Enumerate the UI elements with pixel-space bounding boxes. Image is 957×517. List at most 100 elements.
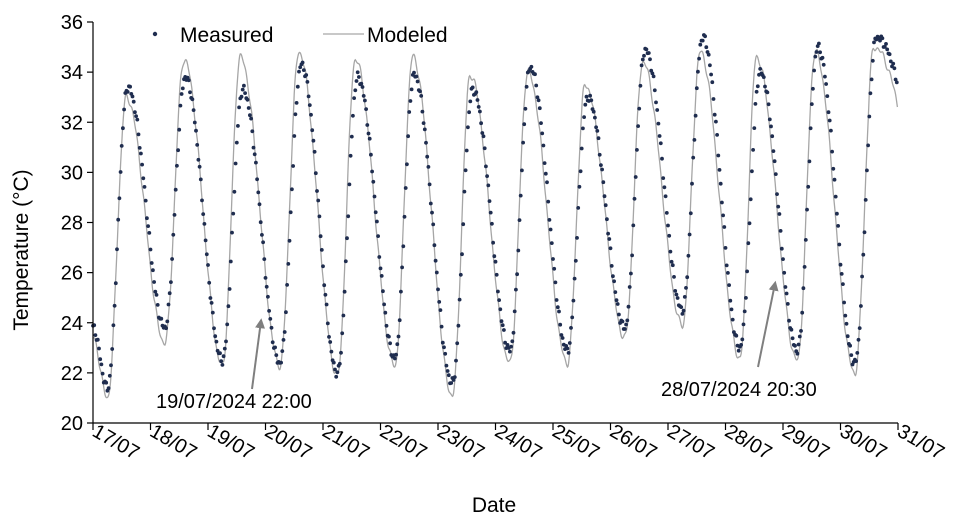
measured-point [431, 222, 436, 227]
measured-point [262, 257, 267, 261]
measured-point [578, 169, 583, 174]
measured-point [811, 86, 815, 91]
x-tick-label: 28/07 [721, 420, 775, 464]
measured-point [387, 334, 391, 339]
measured-point [316, 198, 321, 203]
measured-point [640, 57, 645, 62]
measured-point [809, 102, 814, 106]
measured-point [224, 339, 228, 344]
measured-point [407, 110, 412, 114]
measured-point [548, 227, 553, 232]
measured-point [312, 149, 317, 154]
measured-point [500, 323, 505, 328]
measured-point [397, 318, 402, 323]
measured-point [597, 152, 602, 157]
measured-point [169, 280, 173, 284]
measured-point [190, 97, 195, 102]
measured-point [214, 339, 219, 344]
measured-point [859, 304, 863, 308]
y-tick-label: 26 [61, 263, 83, 285]
measured-point [384, 323, 389, 328]
measured-point [589, 98, 594, 103]
measured-point [484, 164, 488, 169]
measured-point [667, 233, 672, 238]
measured-point [294, 101, 299, 105]
measured-point [206, 263, 210, 267]
measured-point [313, 171, 318, 176]
measured-point [693, 113, 698, 118]
measured-point [203, 238, 208, 243]
measured-point [576, 206, 581, 210]
measured-point [570, 315, 575, 320]
measured-point [375, 219, 379, 224]
measured-point [639, 63, 644, 68]
measured-point [534, 83, 539, 88]
measured-point [328, 340, 333, 344]
measured-point [637, 106, 642, 111]
measured-point [491, 240, 495, 245]
measured-point [625, 318, 630, 323]
measured-point [478, 109, 482, 114]
measured-point [449, 381, 454, 385]
measured-point [141, 176, 146, 181]
measured-point [769, 124, 773, 129]
measured-point [231, 211, 236, 216]
measured-point [669, 259, 674, 264]
measured-point [555, 305, 560, 310]
measured-point [729, 307, 734, 312]
measured-point [722, 225, 727, 229]
measured-point [226, 304, 231, 309]
measured-point [402, 214, 407, 219]
measured-point [833, 194, 838, 199]
measured-point [603, 203, 608, 208]
measured-point [219, 359, 224, 364]
measured-point [694, 86, 699, 91]
measured-point [884, 42, 888, 46]
measured-point [648, 57, 652, 62]
measured-point [400, 265, 404, 270]
measured-point [611, 274, 615, 279]
measured-point [831, 166, 836, 171]
measured-point [443, 351, 448, 356]
measured-point [787, 318, 791, 323]
measured-point [717, 168, 722, 172]
measured-point [781, 257, 785, 261]
measured-point [152, 280, 157, 284]
measured-point [131, 99, 136, 104]
measured-point [595, 129, 600, 133]
measured-point [865, 168, 869, 173]
measured-point [245, 97, 250, 102]
measured-point [104, 380, 109, 385]
measured-point [347, 182, 352, 187]
measured-point [856, 337, 861, 342]
measured-point [662, 185, 667, 190]
measured-point [660, 156, 664, 161]
measured-point [486, 183, 491, 188]
x-tick-label: 26/07 [606, 420, 660, 464]
x-axis-title: Date [472, 494, 516, 517]
measured-point [195, 143, 200, 147]
measured-point [329, 349, 334, 354]
measured-point [505, 343, 510, 347]
measured-point [210, 310, 215, 315]
measured-point [230, 230, 234, 235]
measured-point [317, 214, 322, 219]
measured-point [373, 210, 378, 215]
measured-point [888, 59, 893, 64]
measured-point [372, 194, 377, 199]
measured-point [546, 199, 551, 204]
measured-point [327, 335, 331, 339]
measured-point [612, 279, 616, 284]
measured-point [481, 134, 486, 139]
measured-point [325, 321, 330, 326]
measured-point [285, 283, 289, 287]
measured-point [617, 312, 621, 317]
measured-point [629, 271, 633, 276]
measured-point [606, 231, 610, 236]
measured-point [188, 90, 192, 95]
measured-point [180, 86, 185, 91]
measured-point [579, 146, 584, 151]
measured-point [492, 254, 497, 259]
x-tick-label: 18/07 [146, 420, 200, 464]
measured-point [463, 168, 468, 173]
